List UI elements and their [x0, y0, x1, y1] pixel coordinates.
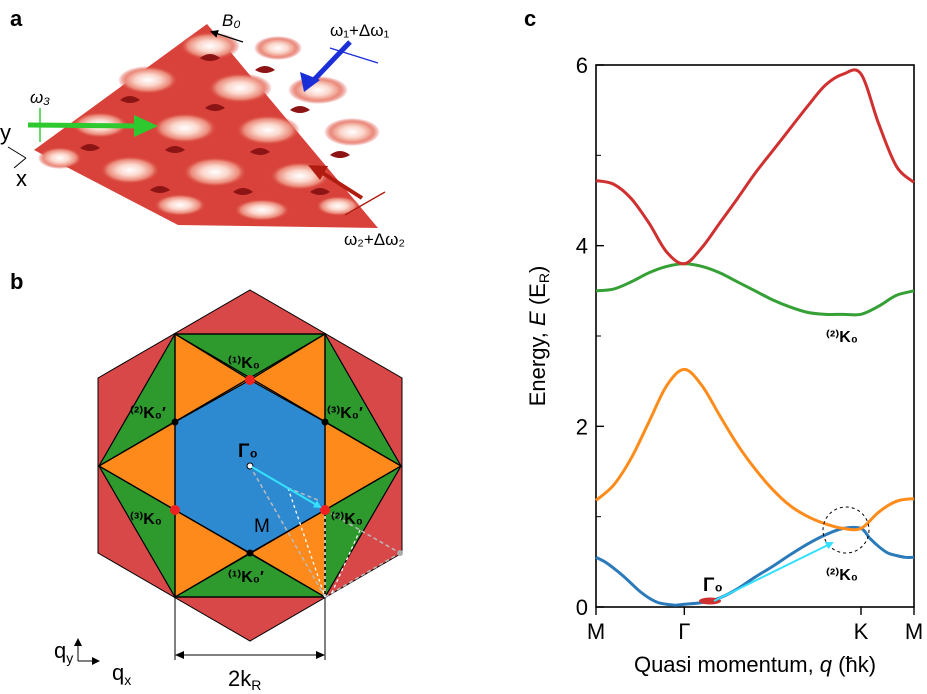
- scale-label-sub: R: [251, 677, 261, 693]
- k2-point: [320, 505, 330, 515]
- y-tick-label: 0: [576, 595, 588, 620]
- scale-label-main: 2k: [228, 666, 252, 691]
- y-tick-label: 2: [576, 414, 588, 439]
- beam1-arrow: [308, 40, 352, 86]
- aux-point: [397, 550, 403, 556]
- beam2-label: ω₂+Δω₂: [344, 230, 405, 249]
- k3p-point: [321, 418, 329, 426]
- scale-arrow-right: [316, 651, 325, 659]
- x-tick-label: M: [587, 619, 605, 644]
- k3-point: [170, 505, 180, 515]
- lattice-dark-sites: [80, 54, 350, 195]
- y-axis-label: Energy, E (ER): [525, 266, 552, 407]
- k2p-point: [171, 418, 179, 426]
- dirac-point-circle: [822, 506, 870, 554]
- band-1-line: [595, 525, 915, 607]
- k1-point: [245, 375, 255, 385]
- band-lines: [595, 68, 916, 607]
- x-tick-label: Γ: [678, 619, 690, 644]
- axis-x-line: [13, 157, 27, 169]
- k-label-lower: ⁽²⁾K₀: [826, 567, 858, 584]
- dashed-white: [287, 487, 361, 598]
- band-4-line: [595, 68, 916, 266]
- field-arrow: [210, 30, 244, 43]
- beam1-polarization: [329, 47, 379, 64]
- beam2-arrow: [316, 168, 364, 200]
- beam1-arrowhead: [300, 72, 320, 92]
- band-3-line: [595, 262, 915, 317]
- beam2-polarization: [344, 191, 386, 216]
- k1-label: ⁽¹⁾K₀: [228, 355, 260, 372]
- beam3-arrow: [27, 122, 137, 129]
- panel-c-label: c: [524, 6, 536, 31]
- y-tick-label: 6: [576, 53, 588, 78]
- scale-arrow-left: [175, 651, 184, 659]
- beam3-label: ω₃: [30, 88, 50, 107]
- x-tick-label: K: [854, 619, 869, 644]
- k3-label: ⁽³⁾K₀: [130, 511, 162, 528]
- y-tick-label: 4: [576, 234, 588, 259]
- gamma-point: [246, 462, 254, 470]
- zone-lines: [97, 332, 403, 599]
- y-ticks: 0 2 4 6: [576, 53, 604, 620]
- scale-label: 2kR: [228, 666, 261, 693]
- k2-label: ⁽²⁾K₀: [331, 511, 363, 528]
- k3p-label: ⁽³⁾K₀′: [327, 405, 363, 422]
- axis-y-line: [7, 146, 27, 159]
- x-tick-label: M: [905, 619, 923, 644]
- momentum-arrow-c: [713, 542, 834, 602]
- field-label: B₀: [222, 11, 241, 30]
- k1p-label: ⁽¹⁾K₀′: [228, 569, 264, 586]
- panel-a-label: a: [10, 6, 23, 31]
- x-axis-label: Quasi momentum, q (ħk): [634, 652, 876, 677]
- k2p-label: ⁽²⁾K₀′: [130, 405, 166, 422]
- gamma-label-c: Γ₀: [703, 575, 723, 596]
- axis-y-label: y: [0, 120, 11, 145]
- momentum-arrow-b: [251, 466, 322, 509]
- qx-label: qx: [112, 660, 131, 688]
- beam2-arrowhead: [308, 165, 328, 180]
- k1p-point: [246, 549, 254, 557]
- qy-label: qy: [54, 638, 73, 666]
- axis-x-label: x: [16, 166, 27, 191]
- band-2-line: [595, 367, 915, 532]
- panel-a: a: [0, 6, 405, 249]
- beam1-label: ω₁+Δω₁: [330, 21, 390, 40]
- panel-b-label: b: [10, 269, 23, 294]
- panel-b: b: [10, 269, 403, 693]
- dashed-construction: [249, 465, 401, 598]
- beam3-arrowhead: [134, 115, 158, 137]
- k-label-upper: ⁽²⁾K₀: [826, 329, 858, 346]
- m-label: M: [254, 516, 270, 537]
- panel-c: c 0 2 4 6 M Γ K M Γ₀ ⁽²⁾K₀ ⁽²⁾K₀ Energy, E (ER…: [524, 6, 923, 677]
- gamma-label: Γ₀: [238, 441, 258, 462]
